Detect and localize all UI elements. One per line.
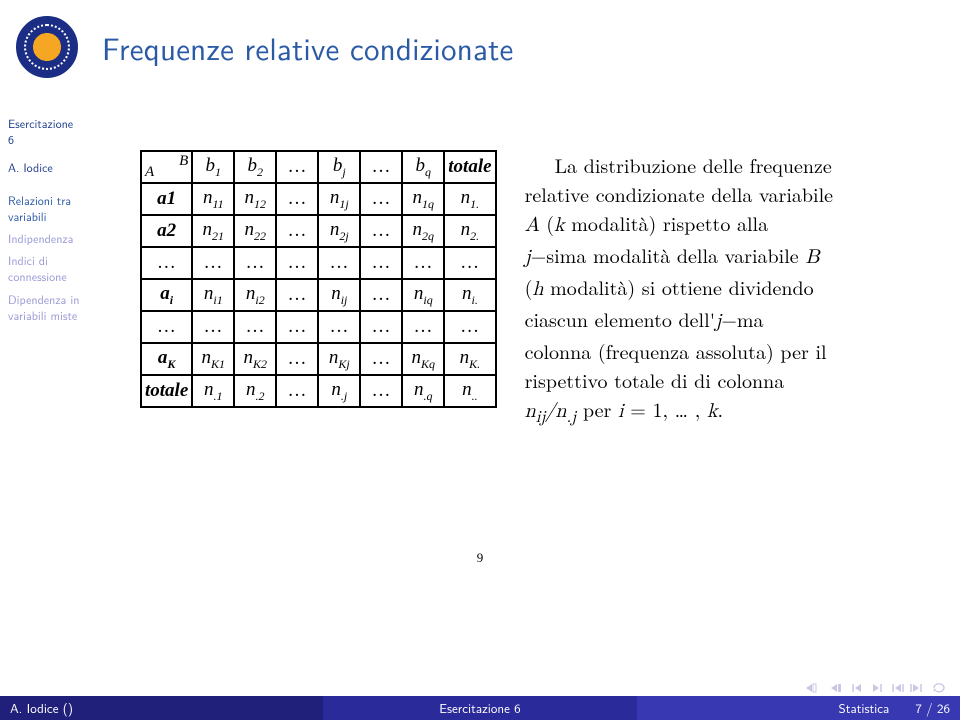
university-seal [0, 0, 94, 94]
sidebar-item[interactable]: Relazioni tra variabili [0, 192, 120, 224]
header: Frequenze relative condizionate [0, 0, 960, 94]
contingency-table: BA b1 b2 … bj … bq totale a1 n11 n12 … n… [140, 150, 497, 408]
beamer-nav [804, 682, 946, 694]
footer-right: Statistica 7 / 26 [637, 696, 960, 720]
sidebar-section-title: Esercitazione 6 [0, 115, 120, 147]
nav-back-icon[interactable] [852, 682, 882, 694]
main-content: BA b1 b2 … bj … bq totale a1 n11 n12 … n… [140, 150, 940, 430]
sidebar-author: A. Iodice [0, 159, 120, 175]
page-aux-number: 9 [477, 550, 484, 566]
slide-title: Frequenze relative condizionate [102, 24, 513, 70]
sidebar-section-b: 6 [8, 130, 14, 148]
footer-title: Esercitazione 6 [323, 696, 636, 720]
sidebar-section-a: Esercitazione [8, 114, 73, 132]
sidebar-item[interactable]: Dipendenza in variabili miste [0, 291, 120, 323]
sidebar-item[interactable]: Indici di connessione [0, 252, 120, 284]
footer: A. Iodice () Esercitazione 6 Statistica … [0, 696, 960, 720]
footer-author: A. Iodice () [0, 696, 323, 720]
nav-forward-icon[interactable] [892, 682, 922, 694]
sidebar-item[interactable]: Indipendenza [0, 230, 120, 246]
nav-first-icon[interactable] [804, 682, 818, 694]
nav-prev-icon[interactable] [828, 682, 842, 694]
body-paragraph: La distribuzione delle frequenze relativ… [525, 150, 940, 430]
sidebar: Esercitazione 6 A. Iodice Relazioni tra … [0, 115, 120, 323]
seal-icon [16, 16, 78, 78]
nav-loop-icon[interactable] [932, 682, 946, 694]
